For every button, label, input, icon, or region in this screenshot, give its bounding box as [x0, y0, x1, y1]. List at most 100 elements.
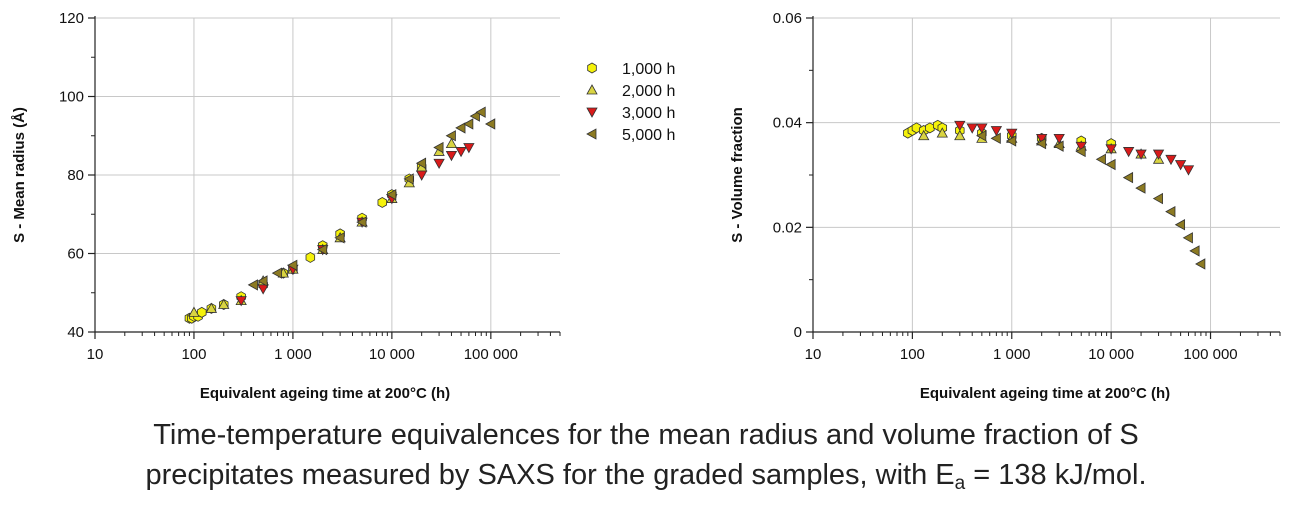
- right-point: [918, 129, 930, 141]
- left-ytick-label: 60: [67, 246, 84, 263]
- left-ytick-label: 80: [67, 167, 84, 184]
- right-point: [1075, 141, 1087, 153]
- left-chart-xlabel: Equivalent ageing time at 200°C (h): [200, 385, 450, 402]
- caption-line-2-start: precipitates measured by SAXS for the gr…: [145, 459, 955, 491]
- right-xtick-label: 10 000: [1088, 346, 1134, 363]
- legend-marker: [586, 128, 597, 140]
- left-point: [334, 232, 345, 244]
- left-chart-points: [184, 106, 496, 324]
- left-point: [463, 143, 475, 154]
- right-point: [976, 123, 988, 134]
- right-ytick-label: 0: [794, 324, 802, 341]
- left-point: [455, 147, 467, 158]
- left-point: [235, 296, 247, 307]
- right-point: [1122, 171, 1134, 184]
- legend-marker: [586, 107, 598, 118]
- right-ytick-label: 0.04: [773, 115, 802, 132]
- left-point: [463, 118, 474, 130]
- right-ytick-label: 0.06: [773, 10, 802, 27]
- left-point: [445, 130, 456, 142]
- right-point: [1174, 160, 1187, 171]
- left-chart-gridlines: [95, 17, 560, 332]
- left-chart-ylabel: S - Mean radius (Å): [11, 107, 28, 243]
- right-point: [1105, 158, 1116, 171]
- left-point: [257, 275, 268, 287]
- right-point: [1135, 149, 1147, 160]
- left-xtick-label: 100 000: [464, 346, 518, 363]
- right-point: [954, 120, 966, 132]
- right-point: [954, 129, 966, 141]
- right-point: [1095, 153, 1106, 165]
- left-point: [305, 251, 316, 263]
- left-point: [475, 106, 486, 118]
- left-point: [433, 158, 445, 170]
- left-xtick-label: 100: [181, 346, 206, 363]
- right-point: [1005, 135, 1017, 147]
- figure: 40 60 80 100 120 10 100 1 000 10 000 100 000 0 0.0…: [11, 10, 1281, 402]
- legend: 1,000 h 2,000 h 3,000 h 5,000 h: [586, 61, 675, 144]
- left-point: [415, 170, 428, 181]
- right-point: [1165, 205, 1176, 218]
- right-point: [911, 122, 922, 134]
- right-point: [976, 130, 987, 142]
- left-ytick-label: 40: [67, 324, 84, 341]
- right-point: [1189, 245, 1200, 257]
- left-point: [469, 110, 480, 122]
- right-chart-gridlines: [813, 17, 1280, 332]
- left-xtick-label: 10: [87, 346, 104, 363]
- caption-line-2: precipitates measured by SAXS for the gr…: [0, 455, 1292, 495]
- left-point: [197, 306, 207, 318]
- right-chart-points: [903, 119, 1206, 270]
- right-point: [1182, 165, 1195, 176]
- right-point: [1053, 133, 1065, 145]
- left-ytick-label: 100: [59, 89, 84, 106]
- legend-label: 1,000 h: [622, 61, 675, 78]
- right-xtick-label: 10: [805, 346, 822, 363]
- left-point: [356, 216, 367, 228]
- caption-line-2-end: = 138 kJ/mol.: [965, 459, 1147, 491]
- legend-label: 3,000 h: [622, 105, 675, 122]
- left-point: [188, 306, 200, 317]
- left-point: [415, 157, 427, 169]
- right-point: [925, 122, 935, 134]
- left-xtick-label: 1 000: [274, 346, 312, 363]
- caption-subscript: a: [954, 473, 966, 494]
- right-point: [990, 126, 1003, 137]
- left-point: [218, 298, 230, 309]
- legend-marker: [586, 84, 598, 95]
- right-point: [1195, 258, 1206, 270]
- right-point: [1174, 219, 1186, 231]
- right-chart-axes: 0 0.02 0.04 0.06 10 100 1 000 10 000 100 000: [773, 10, 1281, 363]
- figure-caption: Time-temperature equivalences for the me…: [0, 415, 1292, 495]
- right-point: [1053, 140, 1064, 152]
- left-chart-axes: 40 60 80 100 120 10 100 1 000 10 000 100 000: [59, 10, 561, 363]
- left-point: [287, 259, 298, 271]
- left-point: [455, 122, 466, 134]
- right-chart-ylabel: S - Volume fraction: [729, 107, 746, 243]
- right-point: [1006, 128, 1018, 139]
- left-point: [316, 243, 328, 256]
- right-xtick-label: 1 000: [993, 346, 1031, 363]
- right-point: [1122, 147, 1135, 158]
- right-point: [1152, 192, 1163, 205]
- left-point: [205, 302, 218, 313]
- left-ytick-label: 120: [59, 10, 84, 27]
- legend-label: 2,000 h: [622, 83, 675, 100]
- left-point: [445, 150, 458, 162]
- left-point: [433, 141, 444, 154]
- left-point: [485, 118, 496, 130]
- right-point: [1135, 182, 1146, 194]
- left-point: [386, 188, 397, 201]
- right-point: [1036, 133, 1048, 145]
- right-xtick-label: 100: [900, 346, 925, 363]
- left-point: [377, 197, 388, 208]
- left-point: [403, 173, 414, 185]
- left-point: [445, 137, 458, 148]
- caption-line-1: Time-temperature equivalences for the me…: [153, 419, 1139, 451]
- right-point: [936, 127, 948, 138]
- right-point: [966, 123, 978, 134]
- legend-marker: [587, 62, 597, 74]
- left-point: [271, 267, 282, 279]
- left-point: [257, 284, 269, 295]
- left-point: [247, 279, 258, 291]
